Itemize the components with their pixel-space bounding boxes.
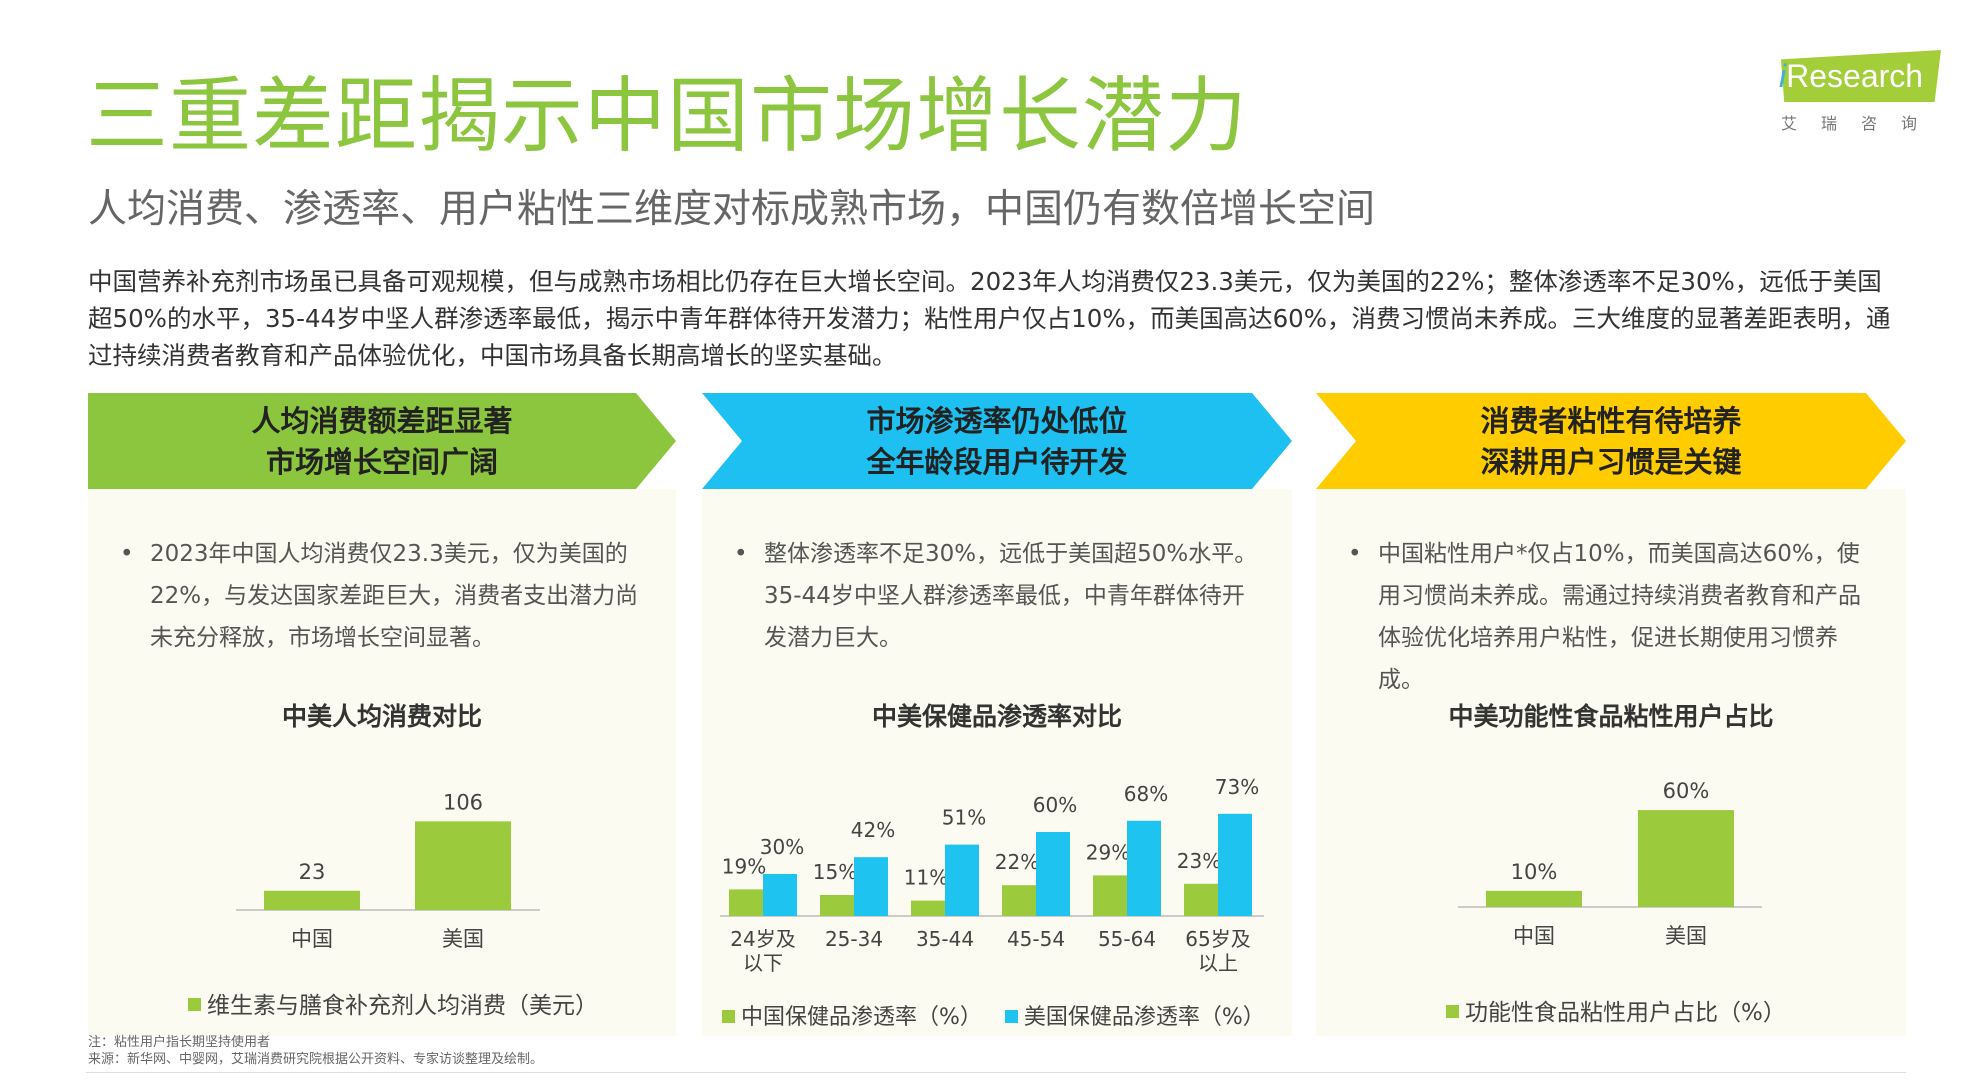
data-label: 11% bbox=[904, 866, 948, 890]
x-tick-label: 35-44 bbox=[916, 927, 974, 951]
summary-paragraph: 中国营养补充剂市场虽已具备可观规模，但与成熟市场相比仍存在巨大增长空间。2023… bbox=[88, 267, 1891, 370]
legend-swatch-green bbox=[188, 998, 201, 1011]
footnote-note: 注：粘性用户指长期坚持使用者 bbox=[88, 1035, 271, 1050]
panel-penetration: 整体渗透率不足30%，远低于美国超50%水平。35-44岁中坚人群渗透率最低，中… bbox=[702, 489, 1292, 1036]
data-label: 73% bbox=[1215, 775, 1259, 799]
banner-penetration: 市场渗透率仍处低位 全年龄段用户待开发 bbox=[702, 393, 1292, 489]
banner-arrow-shape bbox=[702, 393, 1292, 489]
bar bbox=[264, 890, 360, 910]
data-label: 30% bbox=[760, 835, 804, 859]
x-tick-label: 65岁及 bbox=[1185, 927, 1250, 951]
bar bbox=[1638, 810, 1734, 907]
data-label: 15% bbox=[813, 860, 857, 884]
page-title: 三重差距揭示中国市场增长潜力 bbox=[86, 69, 1249, 164]
x-tick-label: 中国 bbox=[1513, 924, 1555, 948]
footnote-source: 来源：新华网、中婴网，艾瑞消费研究院根据公开资料、专家访谈整理及绘制。 bbox=[88, 1052, 544, 1067]
data-label: 60% bbox=[1663, 779, 1710, 803]
x-tick-label: 45-54 bbox=[1007, 927, 1065, 951]
data-label: 19% bbox=[722, 854, 766, 878]
banner-line1: 市场渗透率仍处低位 bbox=[866, 404, 1128, 438]
banner-line2: 全年龄段用户待开发 bbox=[866, 445, 1128, 479]
bar-us bbox=[1036, 832, 1070, 916]
logo-badge bbox=[1781, 50, 1941, 102]
data-label: 29% bbox=[1086, 840, 1130, 864]
data-label: 60% bbox=[1033, 793, 1077, 817]
page-subtitle: 人均消费、渗透率、用户粘性三维度对标成熟市场，中国仍有数倍增长空间 bbox=[88, 187, 1376, 232]
banner-line2: 市场增长空间广阔 bbox=[265, 445, 498, 479]
bar bbox=[1486, 890, 1582, 907]
legend-label-cn: 中国保健品渗透率（%） bbox=[741, 1005, 982, 1030]
legend: 维生素与膳食补充剂人均消费（美元） bbox=[188, 986, 598, 1020]
panel-consumption: 2023年中国人均消费仅23.3美元，仅为美国的22%，与发达国家差距巨大，消费… bbox=[88, 489, 676, 1036]
data-label: 10% bbox=[1511, 860, 1558, 884]
x-tick-label: 55-64 bbox=[1098, 927, 1156, 951]
x-tick-label: 以下 bbox=[743, 951, 783, 975]
banner-line1: 人均消费额差距显著 bbox=[251, 404, 513, 438]
x-tick-label: 25-34 bbox=[825, 927, 883, 951]
banner-arrow-shape bbox=[88, 393, 676, 489]
legend-label: 功能性食品粘性用户占比（%） bbox=[1465, 1000, 1786, 1026]
banner-stickiness: 消费者粘性有待培养 深耕用户习惯是关键 bbox=[1316, 393, 1906, 489]
bar-us bbox=[763, 874, 797, 916]
chart-consumption: 23 中国 106 美国 bbox=[236, 790, 540, 951]
bullet-text: 整体渗透率不足30%，远低于美国超50%水平。35-44岁中坚人群渗透率最低，中… bbox=[764, 541, 1258, 651]
chart-title: 中美保健品渗透率对比 bbox=[871, 702, 1122, 731]
bullet-item: 整体渗透率不足30%，远低于美国超50%水平。35-44岁中坚人群渗透率最低，中… bbox=[734, 533, 1266, 659]
logo-i: i bbox=[1779, 58, 1787, 94]
bullet-text: 2023年中国人均消费仅23.3美元，仅为美国的22%，与发达国家差距巨大，消费… bbox=[150, 541, 639, 651]
legend-swatch-green bbox=[722, 1009, 735, 1023]
bullet-text: 中国粘性用户*仅占10%，而美国高达60%，使用习惯尚未养成。需通过持续消费者教… bbox=[1378, 541, 1861, 693]
x-tick-label: 美国 bbox=[1665, 924, 1707, 948]
legend: 中国保健品渗透率（%） 美国保健品渗透率（%） bbox=[722, 999, 1265, 1031]
bar-china bbox=[1093, 875, 1127, 916]
banner-arrow-shape bbox=[1316, 393, 1906, 489]
x-tick-label: 中国 bbox=[291, 927, 333, 951]
data-label: 106 bbox=[443, 790, 483, 814]
bar-us bbox=[945, 844, 979, 916]
bar-china bbox=[729, 889, 763, 916]
bar bbox=[415, 821, 511, 910]
data-label: 68% bbox=[1124, 782, 1168, 806]
legend-label: 维生素与膳食补充剂人均消费（美元） bbox=[207, 993, 598, 1019]
data-label: 51% bbox=[942, 806, 986, 830]
bar-us bbox=[854, 857, 888, 916]
logo-research: Research bbox=[1786, 58, 1924, 94]
data-label: 22% bbox=[995, 850, 1039, 874]
legend-swatch-green bbox=[1446, 1005, 1459, 1018]
banner-line2: 深耕用户习惯是关键 bbox=[1480, 445, 1742, 479]
panel-stickiness: 中国粘性用户*仅占10%，而美国高达60%，使用习惯尚未养成。需通过持续消费者教… bbox=[1316, 489, 1906, 1036]
data-label: 23 bbox=[299, 860, 326, 884]
chart-title: 中美功能性食品粘性用户占比 bbox=[1448, 702, 1774, 731]
legend-swatch-blue bbox=[1004, 1009, 1018, 1023]
bullet-item: 2023年中国人均消费仅23.3美元，仅为美国的22%，与发达国家差距巨大，消费… bbox=[120, 533, 652, 659]
legend: 功能性食品粘性用户占比（%） bbox=[1446, 993, 1786, 1027]
bar-china bbox=[820, 895, 854, 916]
footnote: 注：粘性用户指长期坚持使用者 来源：新华网、中婴网，艾瑞消费研究院根据公开资料、… bbox=[88, 1034, 543, 1068]
bullet-item: 中国粘性用户*仅占10%，而美国高达60%，使用习惯尚未养成。需通过持续消费者教… bbox=[1348, 533, 1880, 701]
bottom-divider bbox=[86, 1072, 1906, 1073]
logo-wordmark: iResearch bbox=[1779, 58, 1923, 95]
bar-china bbox=[1184, 883, 1218, 916]
bar-us bbox=[1127, 820, 1161, 916]
chart-title: 中美人均消费对比 bbox=[281, 702, 482, 731]
iresearch-logo: iResearch 艾瑞咨询 bbox=[1775, 50, 1945, 140]
data-label: 42% bbox=[851, 818, 895, 842]
bar-china bbox=[1002, 885, 1036, 916]
banner-consumption: 人均消费额差距显著 市场增长空间广阔 bbox=[88, 393, 676, 489]
logo-chinese: 艾瑞咨询 bbox=[1781, 114, 1942, 133]
x-tick-label: 24岁及 bbox=[730, 927, 795, 951]
data-label: 23% bbox=[1177, 849, 1221, 873]
bar-us bbox=[1218, 813, 1252, 916]
x-tick-label: 美国 bbox=[442, 927, 484, 951]
banner-line1: 消费者粘性有待培养 bbox=[1480, 404, 1742, 438]
x-tick-label: 以上 bbox=[1198, 951, 1238, 975]
bar-china bbox=[911, 900, 945, 916]
legend-label-us: 美国保健品渗透率（%） bbox=[1023, 1005, 1265, 1030]
chart-stickiness: 10% 中国 60% 美国 bbox=[1458, 779, 1762, 948]
